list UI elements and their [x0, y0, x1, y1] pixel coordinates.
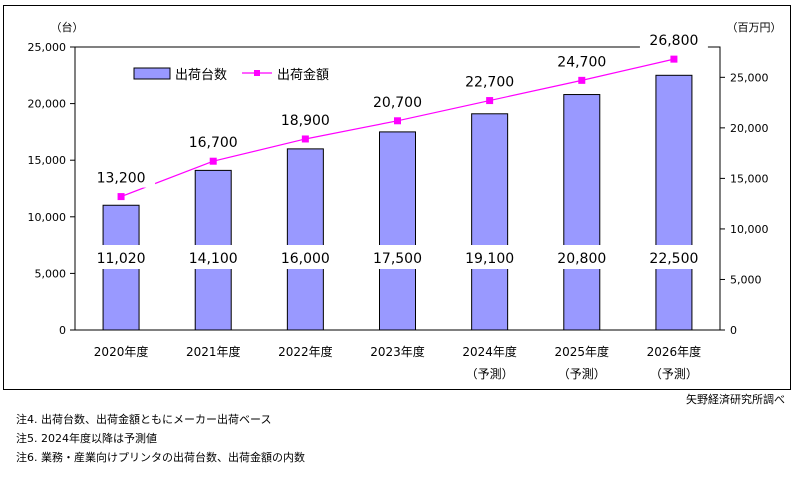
- right-axis-tick-label: 25,000: [730, 71, 769, 84]
- left-axis-unit: （台）: [51, 20, 84, 34]
- line-point: [578, 76, 586, 84]
- bar-value-label: 19,100: [465, 251, 514, 267]
- bar-value-label: 16,000: [281, 251, 330, 267]
- line-point: [670, 55, 678, 63]
- notes: 注4. 出荷台数、出荷金額ともにメーカー出荷ベース 注5. 2024年度以降は予…: [16, 410, 305, 467]
- chart: 0 5,000 10,000 15,000 20,000 25,000 （台） 0 5,000 1…: [28, 20, 782, 381]
- line-label-bg: [547, 51, 616, 72]
- bar: [379, 131, 416, 331]
- line-value-label: 22,700: [465, 75, 514, 91]
- bar-value-label: 20,800: [557, 251, 606, 267]
- bar-label-bg: [547, 245, 616, 269]
- bar-value-label: 14,100: [189, 251, 238, 267]
- line-label-bg: [271, 109, 340, 130]
- x-tick-label: 2022年度: [278, 344, 333, 359]
- bar-value-label: 22,500: [649, 251, 698, 267]
- right-axis-tick-label: 20,000: [730, 122, 769, 135]
- line-value-label: 24,700: [557, 54, 606, 70]
- legend-line-label: 出荷金額: [277, 67, 329, 83]
- legend-line-marker: [254, 70, 260, 76]
- left-axis-tick-label: 20,000: [28, 98, 67, 111]
- left-axis-tick-label: 25,000: [28, 41, 67, 54]
- line-value-label: 18,900: [281, 113, 330, 129]
- left-axis-tick-label: 5,000: [35, 267, 67, 280]
- bar-label-bg: [179, 245, 248, 269]
- line-point: [209, 157, 217, 165]
- x-tick-sublabel: （予測）: [558, 367, 606, 381]
- bar: [655, 74, 693, 331]
- x-tick-label: 2021年度: [186, 344, 241, 359]
- line-point: [394, 117, 401, 125]
- line-label-bg: [639, 30, 708, 51]
- right-axis-tick-label: 0: [730, 324, 737, 337]
- left-axis-tick-label: 10,000: [28, 211, 67, 224]
- bar-value-label: 11,020: [97, 251, 146, 267]
- x-tick-label: 2023年度: [370, 344, 425, 359]
- bar-label-bg: [271, 245, 340, 269]
- bar-value-label: 17,500: [373, 251, 422, 267]
- source-credit: 矢野経済研究所調べ: [686, 393, 785, 406]
- x-tick-sublabel: （予測）: [650, 367, 698, 381]
- legend-bar-swatch: [133, 67, 171, 80]
- x-tick-label: 2025年度: [555, 344, 610, 359]
- left-axis-tick-label: 0: [59, 324, 66, 337]
- chart-frame: [3, 5, 791, 390]
- right-axis-unit: （百万円）: [727, 21, 782, 34]
- x-tick-label: 2020年度: [94, 344, 149, 359]
- line-label-bg: [179, 132, 248, 153]
- bar-label-bg: [639, 245, 708, 269]
- x-tick-sublabel: （予測）: [466, 367, 514, 381]
- legend-bar-label: 出荷台数: [175, 68, 227, 83]
- x-tick-label: 2024年度: [462, 344, 517, 359]
- note-4: 注4. 出荷台数、出荷金額ともにメーカー出荷ベース: [16, 413, 272, 426]
- left-axis-tick-label: 15,000: [28, 154, 67, 167]
- line-label-bg: [87, 167, 156, 188]
- bar-label-bg: [363, 245, 432, 269]
- line-label-bg: [363, 91, 432, 112]
- x-tick-label: 2026年度: [647, 344, 702, 359]
- right-axis-tick-label: 5,000: [730, 273, 762, 286]
- bar: [286, 148, 324, 331]
- note-5: 注5. 2024年度以降は予測値: [16, 432, 157, 445]
- bar-label-bg: [455, 245, 524, 269]
- line-value-label: 26,800: [649, 33, 698, 49]
- right-axis-tick-label: 10,000: [730, 223, 769, 236]
- bar: [471, 113, 509, 331]
- bar-label-bg: [87, 245, 156, 269]
- line-value-label: 16,700: [189, 135, 238, 151]
- line-label-bg: [455, 71, 524, 92]
- line-point: [301, 135, 309, 143]
- line-point: [117, 193, 125, 201]
- note-6: 注6. 業務・産業向けプリンタの出荷台数、出荷金額の内数: [16, 451, 305, 464]
- line-value-label: 20,700: [373, 95, 422, 111]
- line-value-label: 13,200: [97, 171, 146, 187]
- bar: [563, 94, 601, 331]
- line-point: [486, 97, 494, 105]
- right-axis-tick-label: 15,000: [730, 172, 769, 185]
